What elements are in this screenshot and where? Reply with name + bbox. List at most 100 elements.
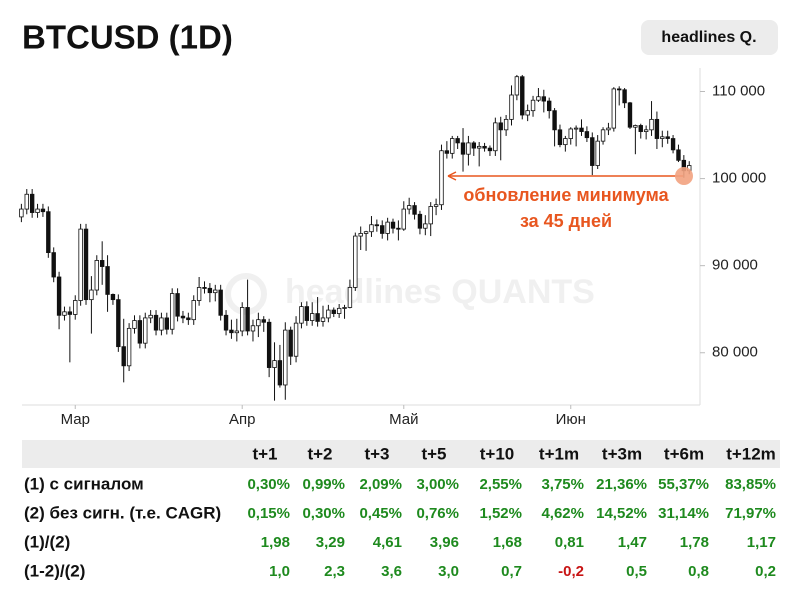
table-cell: 0,45% — [359, 505, 402, 522]
table-cell: 1,98 — [261, 534, 290, 551]
candle-body — [541, 96, 547, 102]
candle-body — [73, 300, 78, 315]
table-cell: 1,0 — [269, 563, 290, 580]
candle-body — [51, 252, 56, 278]
candle-body — [509, 94, 514, 120]
candle-body — [218, 289, 223, 316]
candle-body — [213, 289, 218, 294]
table-cell: 0,15% — [247, 505, 290, 522]
candle-body — [83, 228, 89, 301]
table-cell: 14,52% — [596, 505, 647, 522]
candle-body — [627, 102, 633, 128]
table-cell: 4,62% — [541, 505, 584, 522]
table-cell: 0,81 — [555, 534, 584, 551]
candle-body — [503, 118, 509, 131]
candle-body — [153, 314, 159, 331]
y-tick-label: 80 000 — [712, 344, 758, 361]
y-tick-label: 90 000 — [712, 257, 758, 274]
candle-body — [487, 147, 493, 152]
table-cell: 3,75% — [541, 476, 584, 493]
candle-body — [579, 127, 584, 132]
candle-body — [121, 346, 126, 367]
candle-body — [665, 136, 670, 139]
table-cell: 0,5 — [626, 563, 647, 580]
candle-body — [654, 118, 660, 139]
badge: headlines Q. — [661, 29, 756, 46]
candle-body — [380, 225, 385, 234]
candle-body — [272, 360, 277, 368]
candle-body — [229, 329, 234, 334]
chart-title: BTCUSD (1D) — [22, 19, 233, 56]
candle-body — [460, 142, 466, 155]
candle-body — [412, 205, 417, 215]
candle-body — [320, 317, 326, 322]
candle-body — [417, 213, 423, 229]
candle-body — [471, 142, 476, 149]
candle-body — [261, 319, 266, 323]
candle-body — [148, 314, 153, 319]
table-cell: 1,47 — [618, 534, 647, 551]
candle-body — [342, 307, 347, 309]
table-header: t+1 — [252, 444, 277, 463]
table-cell: 0,8 — [688, 563, 709, 580]
candle-body — [369, 224, 374, 233]
candle-body — [159, 317, 164, 331]
candle-body — [530, 99, 536, 112]
candle-body — [310, 313, 315, 321]
y-tick-label: 110 000 — [712, 82, 765, 99]
table-cell: 1,52% — [479, 505, 522, 522]
candle-body — [223, 314, 229, 331]
candle-body — [606, 127, 611, 131]
row-label: (2) без сигн. (т.е. CAGR) — [24, 503, 221, 522]
candle-body — [288, 329, 293, 357]
table-header: t+1m — [539, 444, 579, 463]
candle-body — [385, 221, 390, 234]
candle-body — [428, 206, 433, 225]
row-label: (1-2)/(2) — [24, 561, 85, 580]
candle-body — [78, 228, 83, 301]
candle-body — [374, 224, 380, 227]
candle-body — [520, 76, 525, 116]
annotation-text: обновление минимума — [463, 185, 669, 205]
candle-body — [126, 327, 132, 367]
candle-body — [563, 138, 568, 146]
candle-body — [164, 317, 170, 330]
table-cell: 71,97% — [725, 505, 776, 522]
table-header: t+2 — [307, 444, 332, 463]
candle-body — [611, 88, 617, 129]
candle-body — [67, 311, 73, 315]
candle-body — [304, 306, 310, 321]
candle-body — [277, 360, 283, 386]
table-cell: 2,09% — [359, 476, 402, 493]
watermark: headlines QUANTS — [285, 273, 595, 311]
candle-body — [670, 138, 676, 151]
candle-body — [207, 287, 213, 294]
candle-body — [546, 100, 552, 112]
candle-body — [299, 306, 304, 324]
table-cell: 4,61 — [373, 534, 402, 551]
candle-body — [633, 125, 638, 128]
candle-body — [396, 227, 401, 230]
table-header: t+3m — [602, 444, 642, 463]
candle-body — [450, 138, 455, 154]
candle-body — [240, 307, 245, 332]
table-cell: -0,2 — [558, 563, 584, 580]
candle-body — [622, 89, 627, 104]
candle-body — [56, 276, 62, 316]
candle-body — [234, 330, 240, 334]
candle-body — [293, 322, 299, 357]
table-cell: 0,99% — [302, 476, 345, 493]
table-cell: 83,85% — [725, 476, 776, 493]
candle-body — [336, 307, 342, 314]
candle-body — [595, 140, 600, 166]
candle-body — [105, 266, 110, 295]
candle-body — [643, 129, 649, 132]
table-cell: 0,30% — [302, 505, 345, 522]
table-cell: 55,37% — [658, 476, 709, 493]
candle-body — [617, 88, 622, 91]
candle-body — [137, 320, 143, 344]
candle-body — [89, 289, 94, 301]
candle-body — [202, 287, 207, 289]
candle-body — [363, 231, 369, 234]
